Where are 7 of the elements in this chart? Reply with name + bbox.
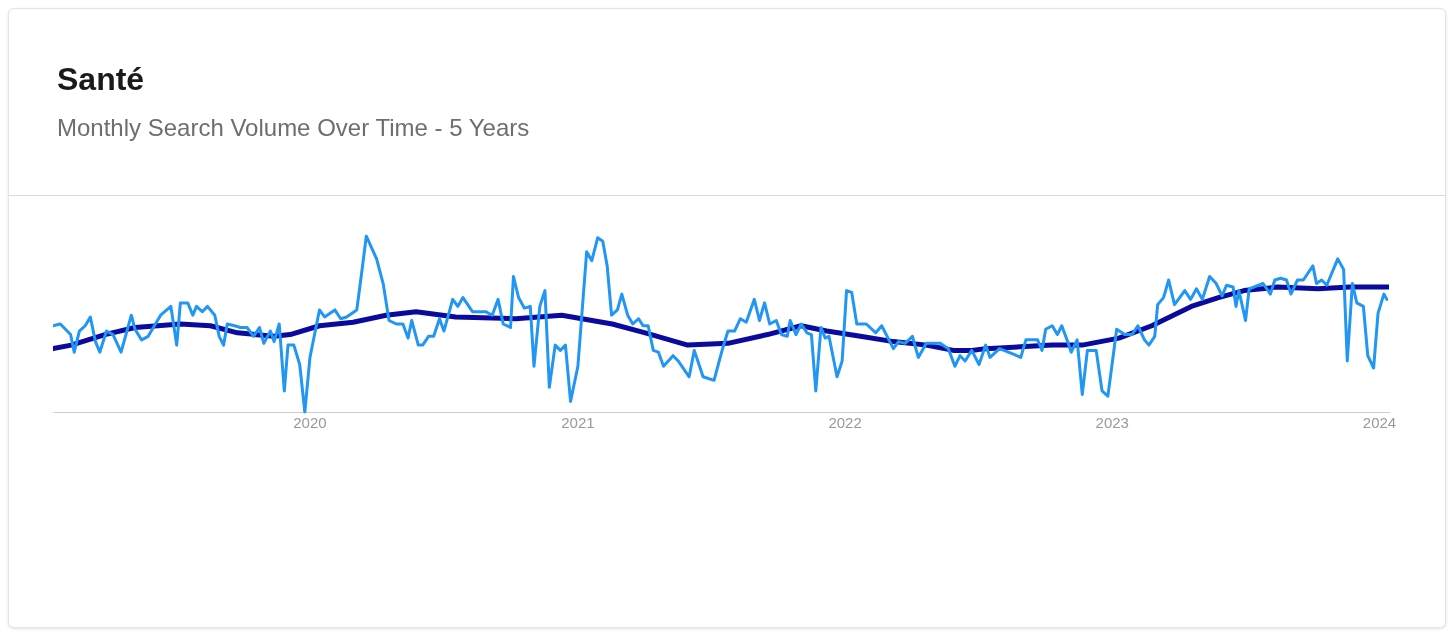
x-tick-label: 2020 xyxy=(293,414,327,432)
x-tick-label: 2022 xyxy=(828,414,862,432)
x-tick-label: 2023 xyxy=(1095,414,1129,432)
chart-subtitle: Monthly Search Volume Over Time - 5 Years xyxy=(57,114,531,142)
chart-title: Santé xyxy=(57,61,146,98)
x-tick-label: 2024 xyxy=(1362,414,1397,432)
x-tick-label: 2021 xyxy=(561,414,595,432)
